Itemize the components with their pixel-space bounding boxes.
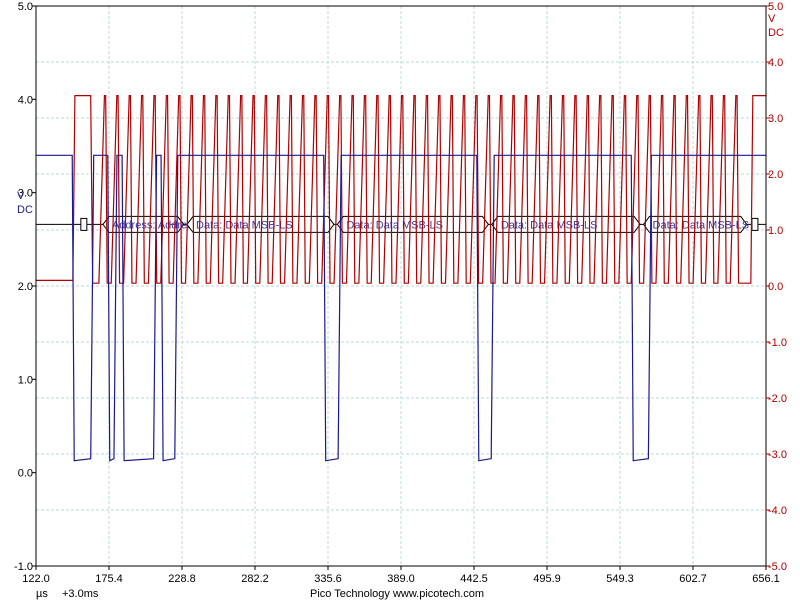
x-tick-label: 495.9 — [533, 573, 561, 585]
decode-packet-label: Data: Data MSB-LS — [346, 219, 443, 231]
x-tick-label: 282.2 — [241, 573, 269, 585]
channel-a-trace — [36, 94, 766, 284]
grid — [36, 6, 766, 566]
left-tick-label: 2.0 — [18, 281, 33, 293]
decode-packet — [491, 215, 641, 233]
channel-b-waveform — [36, 154, 766, 462]
right-tick-label: 0.0 — [768, 281, 783, 293]
decode-packet-label: Data: Data MSB-LS — [501, 219, 598, 231]
right-tick-label: 4.0 — [768, 57, 783, 69]
left-axis-unit-v: V — [17, 190, 25, 202]
left-axis-unit-dc: DC — [17, 204, 33, 216]
right-tick-label: 2.0 — [768, 169, 783, 181]
left-tick-label: 0.0 — [18, 468, 33, 480]
right-axis-unit-dc: DC — [768, 27, 784, 39]
channel-b-trace — [36, 154, 766, 462]
decode-start-marker — [80, 217, 88, 231]
x-tick-label: 228.8 — [168, 573, 196, 585]
left-tick-label: -1.0 — [14, 561, 33, 573]
decode-packet — [336, 215, 490, 233]
left-axis-ticks: -1.0 0.0 1.0 2.0 3.0 4.0 5.0 — [14, 1, 36, 573]
x-tick-label: 656.1 — [752, 573, 780, 585]
decode-packet-label: Data: Data MSB-LS — [196, 219, 293, 231]
x-tick-label: 389.0 — [387, 573, 415, 585]
right-tick-label: -4.0 — [768, 505, 787, 517]
x-tick-label: 175.4 — [95, 573, 123, 585]
right-tick-label: 3.0 — [768, 113, 783, 125]
left-tick-label: 5.0 — [18, 1, 33, 13]
x-tick-label: 549.3 — [606, 573, 634, 585]
x-axis-unit: µs — [36, 588, 48, 600]
left-tick-label: 4.0 — [18, 94, 33, 106]
right-tick-label: -1.0 — [768, 337, 787, 349]
right-tick-label: -2.0 — [768, 393, 787, 405]
channel-a-waveform — [36, 94, 766, 284]
brand-text: Pico Technology www.picotech.com — [310, 588, 484, 600]
time-offset: +3.0ms — [62, 588, 99, 600]
left-tick-label: 1.0 — [18, 374, 33, 386]
right-tick-label: -5.0 — [768, 561, 787, 573]
x-tick-label: 122.0 — [22, 573, 50, 585]
x-axis-ticks: 122.0 175.4 228.8 282.2 335.6 389.0 442.5 495.9… — [22, 566, 780, 585]
x-tick-label: 335.6 — [314, 573, 342, 585]
x-tick-label: 602.7 — [679, 573, 707, 585]
right-axis-ticks: -5.0 -4.0 -3.0 -2.0 -1.0 0.0 1.0 2.0 3.0 4.0 5.0 — [766, 1, 787, 573]
decode-stop-marker — [751, 217, 759, 231]
left-tick-label: 3.0 — [18, 188, 33, 200]
x-tick-label: 442.5 — [460, 573, 488, 585]
right-tick-label: -3.0 — [768, 449, 787, 461]
right-tick-label: 5.0 — [768, 1, 783, 13]
right-axis-unit-v: V — [768, 13, 776, 25]
right-tick-label: 1.0 — [768, 225, 783, 237]
